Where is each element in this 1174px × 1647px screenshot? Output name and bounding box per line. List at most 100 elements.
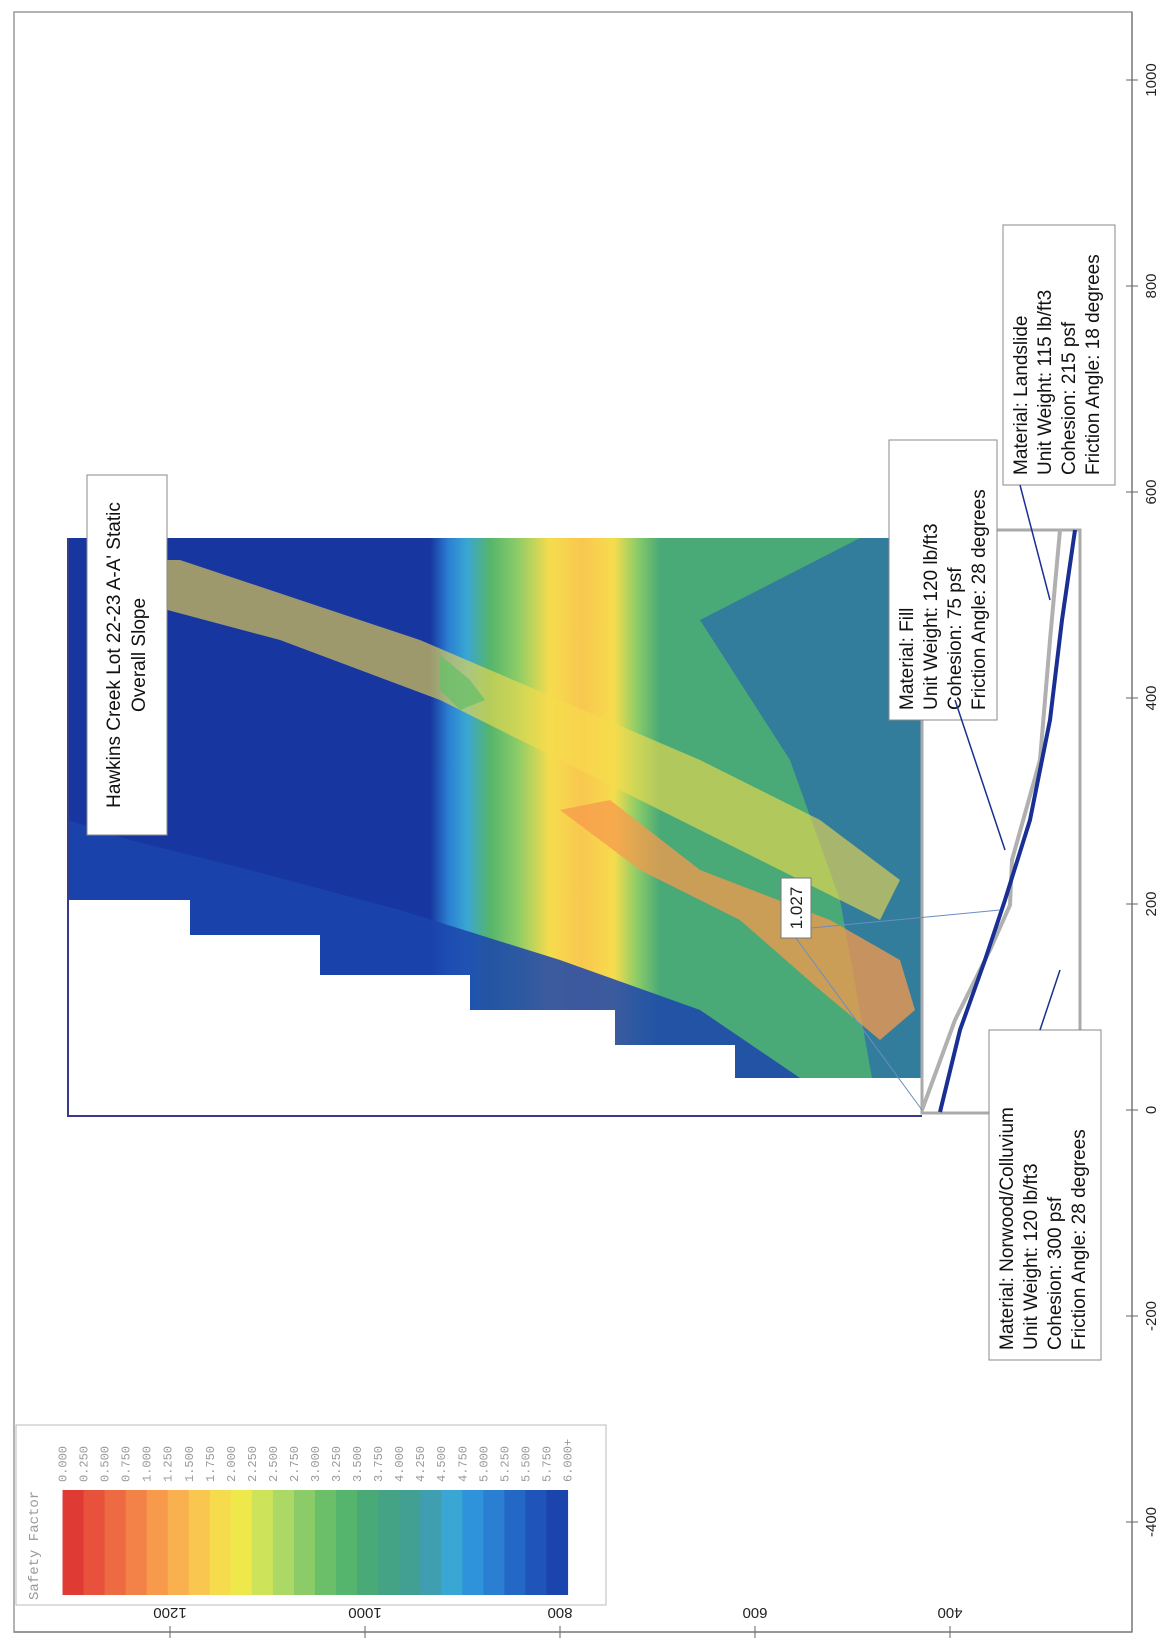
- landslide-friction: Friction Angle: 18 degrees: [1083, 254, 1104, 475]
- norwood-cohesion: Cohesion: 300 psf: [1045, 1196, 1066, 1350]
- y-tick-label: 1200: [153, 1604, 186, 1621]
- y-tick-label: 1000: [348, 1604, 381, 1621]
- legend-value: 0.250: [78, 1446, 92, 1482]
- legend-swatch: [399, 1490, 421, 1595]
- legend-swatch: [441, 1490, 463, 1595]
- legend-value: 1.250: [162, 1446, 176, 1482]
- legend-value: 2.250: [246, 1446, 260, 1482]
- legend-swatch: [315, 1490, 337, 1595]
- norwood-friction: Friction Angle: 28 degrees: [1069, 1129, 1090, 1350]
- legend-value: 3.000: [309, 1446, 323, 1482]
- legend-swatch: [378, 1490, 400, 1595]
- safety-factor-field: [68, 538, 922, 1110]
- legend-value: 4.750: [456, 1446, 470, 1482]
- x-tick-label: 800: [1143, 273, 1160, 298]
- search-grid-base: [68, 538, 922, 1078]
- fill-friction: Friction Angle: 28 degrees: [969, 489, 990, 710]
- search-grid-outline: [67, 538, 922, 1117]
- landslide-name: Material: Landslide: [1011, 316, 1032, 475]
- legend-value: 6.000+: [561, 1439, 575, 1482]
- legend-swatch: [272, 1490, 295, 1595]
- critical-slip-surface: [938, 529, 1077, 1113]
- landslide-leader-line: [1019, 484, 1051, 601]
- legend-swatch: [83, 1490, 106, 1595]
- norwood-leader-line: [1039, 969, 1061, 1031]
- legend-swatch: [62, 1490, 85, 1595]
- min-safety-factor-label: 1.027: [780, 877, 812, 939]
- slope-model: [789, 528, 1082, 1115]
- legend-swatch: [336, 1490, 358, 1595]
- legend-value: 0.500: [99, 1446, 113, 1482]
- chart-title: Hawkins Creek Lot 22-23 A-A' Static: [104, 502, 125, 808]
- legend-value: 3.750: [372, 1446, 386, 1482]
- legend-swatch: [209, 1490, 232, 1595]
- landslide-cohesion: Cohesion: 215 psf: [1059, 321, 1080, 475]
- legend-value: 4.000: [393, 1446, 407, 1482]
- x-tick-label: 400: [1143, 685, 1160, 710]
- chart-title-box: Hawkins Creek Lot 22-23 A-A' Static Over…: [86, 474, 168, 836]
- legend-swatch: [504, 1490, 526, 1595]
- material-label-norwood: Material: Norwood/Colluvium Unit Weight:…: [988, 1029, 1102, 1361]
- legend-swatch: [462, 1490, 484, 1595]
- y-tick-label: 400: [937, 1604, 962, 1621]
- legend-swatch: [357, 1490, 379, 1595]
- min-safety-factor-value: 1.027: [787, 887, 806, 930]
- legend-value: 2.750: [288, 1446, 302, 1482]
- legend-value: 1.500: [183, 1446, 197, 1482]
- legend-title: Safety Factor: [27, 1491, 43, 1600]
- zone-blue-left-steps: [68, 820, 800, 1078]
- material-label-landslide: Material: Landslide Unit Weight: 115 lb/…: [1002, 224, 1116, 486]
- legend-value: 3.250: [330, 1446, 344, 1482]
- fill-leader-line: [954, 699, 1006, 851]
- legend-value: 0.000: [57, 1446, 71, 1482]
- legend-value: 4.500: [435, 1446, 449, 1482]
- x-tick-label: -400: [1143, 1507, 1160, 1537]
- legend-value: 4.250: [414, 1446, 428, 1482]
- safety-factor-legend: 0.000 0.250 0.500 0.750 1.000 1.250 1.500 1.750…: [15, 1424, 607, 1606]
- x-tick-label: 0: [1143, 1106, 1160, 1114]
- fill-unit-weight: Unit Weight: 120 lb/ft3: [921, 523, 942, 710]
- landslide-unit-weight: Unit Weight: 115 lb/ft3: [1035, 290, 1056, 475]
- legend-value: 2.500: [267, 1446, 281, 1482]
- x-tick-label: 600: [1143, 479, 1160, 504]
- zone-green-island: [440, 655, 485, 710]
- legend-value: 5.750: [540, 1446, 554, 1482]
- slip-radius-line-1: [789, 929, 923, 1111]
- legend-value: 1.000: [141, 1446, 155, 1482]
- slip-radius-line-2: [789, 909, 1001, 931]
- axis-ticks: -400 -200 0 200 400 600 800 1000 400 600 800 1000 12…: [153, 63, 1160, 1638]
- legend-value: 3.500: [351, 1446, 365, 1482]
- legend-value: 5.250: [498, 1446, 512, 1482]
- legend-swatch: [188, 1490, 211, 1595]
- legend-value: 2.000: [225, 1446, 239, 1482]
- zone-white-left: [68, 900, 922, 1110]
- norwood-name: Material: Norwood/Colluvium: [997, 1107, 1018, 1350]
- norwood-unit-weight: Unit Weight: 120 lb/ft3: [1021, 1163, 1042, 1350]
- legend-swatch: [230, 1490, 253, 1595]
- legend-swatch: [167, 1490, 190, 1595]
- legend-items: 0.000 0.250 0.500 0.750 1.000 1.250 1.500 1.750…: [57, 1439, 575, 1595]
- legend-swatch: [125, 1490, 148, 1595]
- x-tick-label: 1000: [1143, 63, 1160, 96]
- chart-subtitle: Overall Slope: [129, 598, 150, 712]
- legend-swatch: [104, 1490, 127, 1595]
- fill-cohesion: Cohesion: 75 psf: [945, 567, 966, 710]
- legend-swatch: [251, 1490, 274, 1595]
- legend-value: 0.750: [120, 1446, 134, 1482]
- legend-swatch: [483, 1490, 505, 1595]
- y-tick-label: 600: [742, 1604, 767, 1621]
- legend-swatch: [293, 1490, 316, 1595]
- legend-value: 5.000: [477, 1446, 491, 1482]
- material-label-fill: Material: Fill Unit Weight: 120 lb/ft3 C…: [888, 439, 998, 721]
- legend-value: 5.500: [519, 1446, 533, 1482]
- fill-name: Material: Fill: [897, 608, 918, 710]
- x-tick-label: 200: [1143, 891, 1160, 916]
- x-tick-label: -200: [1143, 1301, 1160, 1331]
- legend-swatch: [546, 1490, 569, 1595]
- legend-value: 1.750: [204, 1446, 218, 1482]
- zone-yellow-band: [90, 560, 900, 920]
- legend-swatch: [146, 1490, 169, 1595]
- y-tick-label: 800: [547, 1604, 572, 1621]
